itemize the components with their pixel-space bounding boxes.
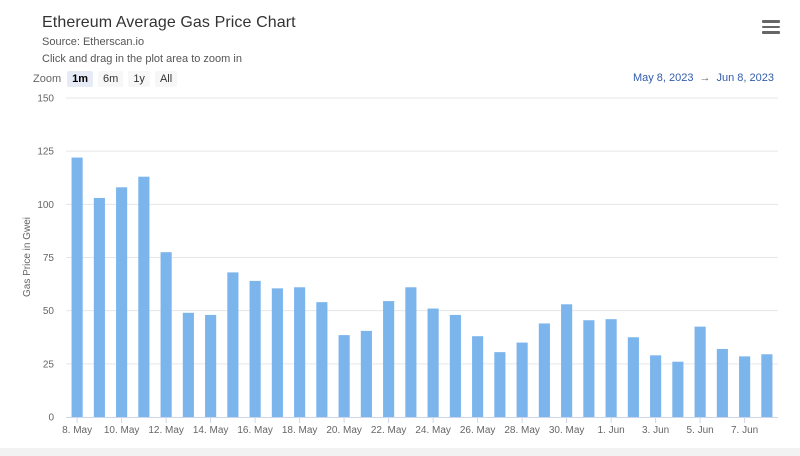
bar[interactable] (71, 157, 83, 418)
bar[interactable] (338, 335, 350, 417)
range-to[interactable]: Jun 8, 2023 (716, 72, 775, 84)
y-tick-label: 75 (43, 253, 55, 264)
bar[interactable] (516, 342, 528, 417)
bar[interactable] (494, 352, 506, 417)
bar[interactable] (672, 361, 684, 417)
x-tick-label: 16. May (237, 425, 273, 436)
x-tick-label: 24. May (415, 425, 451, 436)
grid-lines (66, 97, 778, 365)
bar[interactable] (160, 252, 172, 417)
y-tick-label: 25 (43, 359, 55, 370)
bar[interactable] (116, 187, 128, 417)
bar[interactable] (383, 301, 395, 417)
navigator-strip (0, 448, 800, 456)
bar[interactable] (271, 288, 283, 417)
menu-line-icon (762, 31, 780, 34)
bar[interactable] (249, 280, 261, 417)
x-tick-label: 28. May (504, 425, 540, 436)
x-tick-label: 14. May (193, 425, 229, 436)
x-tick-label: 22. May (371, 425, 407, 436)
x-tick-label: 1. Jun (598, 425, 625, 436)
bar[interactable] (605, 319, 617, 417)
y-axis-ticks: 0 25 50 75 100 125 150 (37, 94, 54, 424)
bar[interactable] (561, 304, 573, 417)
x-tick-label: 12. May (148, 425, 184, 436)
range-from[interactable]: May 8, 2023 (632, 72, 694, 84)
bar[interactable] (739, 356, 751, 417)
y-tick-label: 0 (48, 413, 54, 424)
zoom-6m-button[interactable]: 6m (98, 71, 124, 87)
x-tick-label: 18. May (282, 425, 318, 436)
chart-header: Ethereum Average Gas Price Chart Source:… (42, 14, 296, 66)
bar[interactable] (316, 302, 328, 417)
bar[interactable] (694, 326, 706, 417)
bar[interactable] (205, 314, 217, 417)
zoom-label: Zoom (33, 73, 62, 85)
bar[interactable] (138, 176, 150, 417)
bar[interactable] (538, 323, 550, 417)
bar[interactable] (182, 312, 194, 417)
y-tick-label: 125 (37, 147, 54, 158)
zoom-1m-button[interactable]: 1m (67, 71, 94, 87)
bar-series[interactable] (71, 157, 773, 418)
x-tick-label: 8. May (62, 425, 92, 436)
bar[interactable] (427, 308, 439, 417)
y-axis-title: Gas Price in Gwei (22, 217, 33, 297)
menu-line-icon (762, 25, 780, 29)
bar[interactable] (294, 287, 306, 417)
menu-line-icon (762, 20, 780, 23)
chart-title: Ethereum Average Gas Price Chart (42, 14, 296, 31)
bar[interactable] (627, 337, 639, 417)
x-tick-label: 10. May (104, 425, 140, 436)
range-arrow-icon: → (699, 72, 711, 84)
x-tick-label: 26. May (460, 425, 496, 436)
zoom-1y-button[interactable]: 1y (128, 71, 150, 87)
bar[interactable] (650, 355, 662, 417)
date-range: May 8, 2023 → Jun 8, 2023 (633, 72, 774, 84)
bar[interactable] (360, 330, 372, 417)
zoom-selector: Zoom 1m 6m 1y All (33, 71, 182, 87)
chart-source: Source: Etherscan.io (42, 36, 145, 48)
y-tick-label: 150 (37, 94, 54, 105)
y-tick-label: 100 (37, 200, 54, 211)
zoom-all-button[interactable]: All (154, 71, 178, 87)
x-tick-label: 7. Jun (731, 425, 758, 436)
x-tick-label: 20. May (326, 425, 362, 436)
bar[interactable] (449, 314, 461, 417)
x-tick-label: 3. Jun (642, 425, 669, 436)
x-axis: 8. May 10. May 12. May 14. May 16. May 18. Ma… (62, 417, 778, 436)
hamburger-menu-icon[interactable] (762, 20, 780, 34)
y-tick-label: 50 (43, 306, 55, 317)
bar[interactable] (761, 354, 773, 417)
bar[interactable] (472, 336, 484, 417)
x-tick-label: 5. Jun (687, 425, 714, 436)
x-tick-label: 30. May (549, 425, 585, 436)
bar[interactable] (227, 272, 239, 417)
bar[interactable] (405, 287, 417, 417)
bar[interactable] (583, 320, 595, 417)
bar[interactable] (716, 348, 728, 417)
bar[interactable] (93, 197, 105, 417)
zoom-hint: Click and drag in the plot area to zoom … (42, 53, 242, 65)
